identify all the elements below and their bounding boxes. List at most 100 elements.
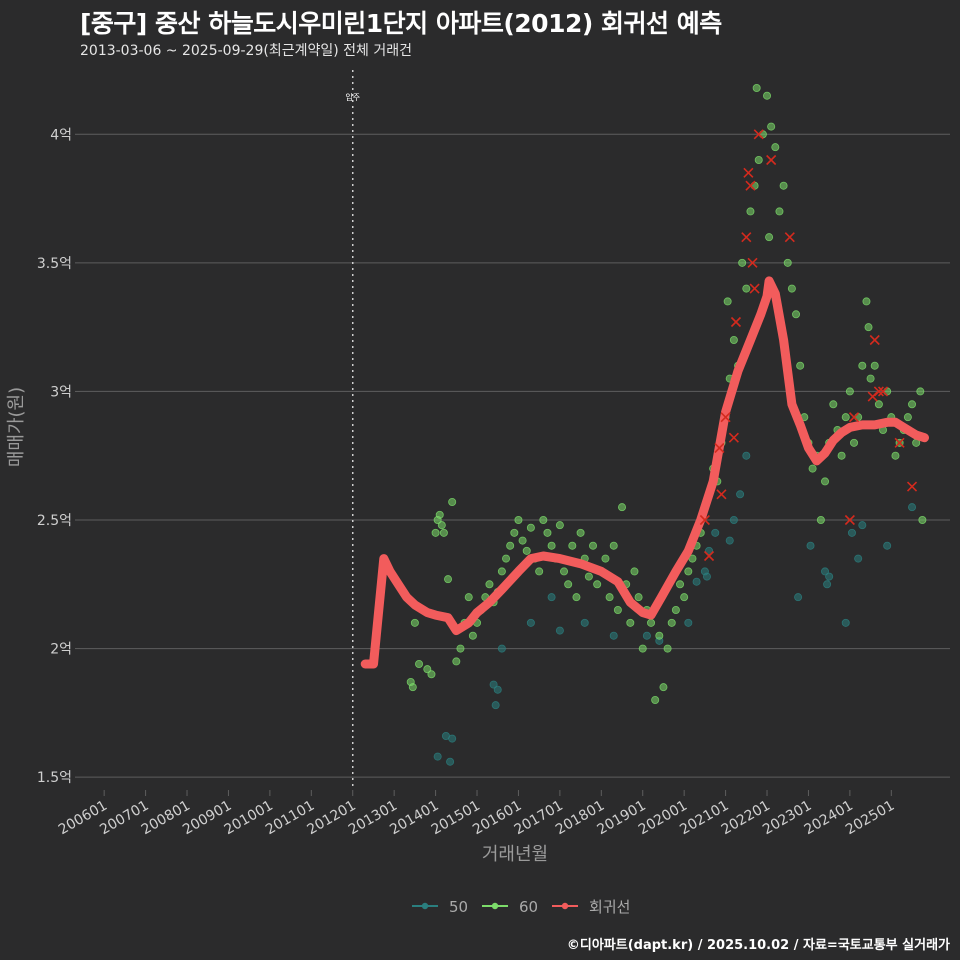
series-60-point [535, 567, 544, 576]
legend-swatch-dot [491, 902, 499, 910]
series-60-point [752, 84, 761, 93]
series-60-point [560, 567, 569, 576]
series-60-point [568, 541, 577, 550]
series-60-point [427, 670, 436, 679]
series-60-point [439, 528, 448, 537]
grid-lines [80, 133, 950, 778]
highlight-x-mark [784, 232, 795, 243]
series-50-point [489, 680, 498, 689]
series-60-point [663, 644, 672, 653]
series-60-point [874, 400, 883, 409]
series-60-point [410, 618, 419, 627]
series-50-point [642, 631, 651, 640]
x-axis-title: 거래년월 [482, 844, 548, 865]
series-60-point [742, 284, 751, 293]
chart-subtitle: 2013-03-06 ~ 2025-09-29(최근계약일) 전체 거래건 [80, 43, 412, 59]
series-60-point [738, 258, 747, 267]
y-tick-label: 4억 [50, 127, 72, 143]
series-60-point [605, 593, 614, 602]
series-60-point [526, 523, 535, 532]
series-60-point [456, 644, 465, 653]
series-50-point [580, 618, 589, 627]
series-60-point [903, 413, 912, 422]
series-60-point [543, 528, 552, 537]
series-60-point [816, 516, 825, 525]
highlight-x-mark [753, 129, 764, 140]
series-60-point [630, 567, 639, 576]
series-60-point [864, 323, 873, 332]
series-60-point [680, 593, 689, 602]
series-50-point [742, 451, 751, 460]
annotation: 입주 [345, 70, 360, 790]
series-60-point [667, 618, 676, 627]
y-axis-ticks: 1.5억 2억 2.5억 3억 3.5억 4억 [37, 127, 80, 786]
series-60-point [891, 451, 900, 460]
series-60-point [792, 310, 801, 319]
series-60-point [671, 606, 680, 615]
series-50-point [883, 541, 892, 550]
series-60-point [452, 657, 461, 666]
legend-swatch-dot [421, 902, 429, 910]
series-50-point [705, 546, 714, 555]
series-60-point [787, 284, 796, 293]
series-60-point [659, 683, 668, 692]
y-tick-label: 2억 [50, 642, 72, 658]
highlight-x-mark [745, 180, 756, 191]
series-50-point [609, 631, 618, 640]
series-60-point [572, 593, 581, 602]
series-50-point [491, 701, 500, 710]
legend-swatch-dot [561, 902, 569, 910]
legend: 50 60 회귀선 [412, 898, 630, 916]
legend-label: 회귀선 [589, 898, 630, 916]
legend-label: 60 [519, 898, 538, 916]
series-50-point [806, 541, 815, 550]
highlight-marks [699, 129, 918, 562]
highlight-x-mark [714, 442, 725, 454]
series-60-point [514, 516, 523, 525]
regression-line [360, 276, 929, 669]
series-60-point [613, 606, 622, 615]
series-60-point [576, 528, 585, 537]
series-60-point [626, 618, 635, 627]
series-60-point [423, 665, 432, 674]
series-60-point [870, 361, 879, 370]
highlight-x-mark [766, 154, 777, 166]
series-60-point [862, 297, 871, 306]
series-60-point [547, 541, 556, 550]
series-60-point [555, 521, 564, 530]
highlight-x-mark [873, 386, 884, 397]
series-60-point [850, 438, 859, 447]
chart-title: [중구] 중산 하늘도시우미린1단지 아파트(2012) 회귀선 예측 [80, 9, 722, 38]
legend-item-50: 50 [412, 898, 468, 916]
series-60-point [765, 233, 774, 242]
series-60-point [506, 541, 515, 550]
annotation-label: 입주 [345, 93, 360, 102]
series-60-point [916, 387, 925, 396]
series-50-point [725, 536, 734, 545]
series-60-point [779, 181, 788, 190]
series-50-point [729, 516, 738, 525]
y-tick-label: 1.5억 [37, 770, 72, 786]
y-tick-label: 2.5억 [37, 513, 72, 529]
series-50-point [854, 554, 863, 563]
series-60-point [584, 572, 593, 581]
highlight-x-mark [747, 257, 758, 268]
series-60-point [593, 580, 602, 589]
series-60-point [539, 516, 548, 525]
series-50-point [711, 528, 720, 537]
highlight-x-mark [877, 386, 889, 397]
series-60-point [431, 528, 440, 537]
highlight-x-mark [844, 514, 855, 526]
series-60-point [684, 567, 693, 576]
series-60-point [502, 554, 511, 563]
series-60-point [415, 660, 424, 669]
series-60-point [609, 541, 618, 550]
highlight-x-mark [728, 432, 739, 443]
series-60-point [647, 618, 656, 627]
series-60-point [763, 91, 772, 100]
series-60-point [783, 258, 792, 267]
series-60-point [437, 521, 446, 530]
series-60-point [618, 503, 627, 512]
series-60-point [655, 631, 664, 640]
